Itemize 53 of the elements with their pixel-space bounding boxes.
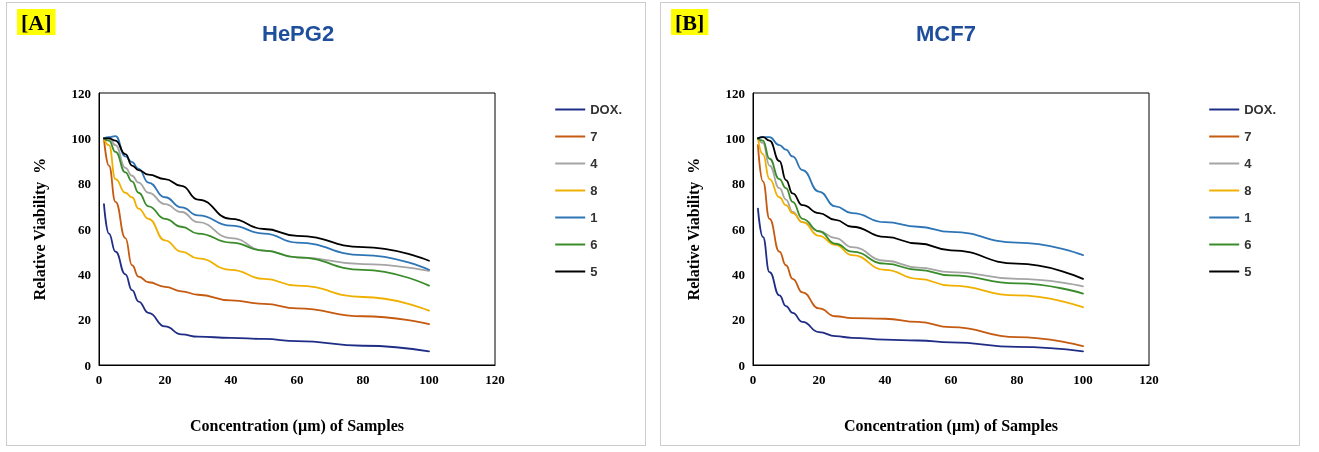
y-axis-title: Relative Viability % <box>30 157 49 301</box>
legend-label: 1 <box>1244 210 1252 225</box>
x-tick-label: 100 <box>419 372 439 387</box>
x-tick-label: 100 <box>1073 372 1093 387</box>
x-tick-label: 40 <box>878 372 892 387</box>
legend-label: 8 <box>590 183 598 198</box>
legend-label: DOX. <box>590 102 623 117</box>
y-tick-label: 0 <box>84 357 91 373</box>
legend-label: 6 <box>590 237 598 252</box>
y-axis-title: Relative Viability % <box>684 157 703 301</box>
y-tick-label: 20 <box>78 312 91 328</box>
legend-label: 4 <box>1244 156 1253 171</box>
x-tick-label: 40 <box>224 372 238 387</box>
line-series <box>757 207 1084 353</box>
y-tick-label: 60 <box>78 221 91 237</box>
line-series <box>103 203 430 353</box>
x-axis-title: Concentration (µm) of Samples <box>189 416 405 435</box>
x-tick-label: 60 <box>944 372 958 387</box>
legend-label: 6 <box>1244 237 1252 252</box>
y-tick-label: 0 <box>738 357 745 373</box>
x-tick-label: 120 <box>1139 372 1159 387</box>
y-tick-label: 20 <box>732 312 745 328</box>
text: [B] <box>675 9 705 35</box>
x-tick-label: 60 <box>290 372 304 387</box>
legend-label: 4 <box>590 156 599 171</box>
legend-label: 5 <box>590 264 598 279</box>
legend-label: 7 <box>1244 129 1252 144</box>
y-tick-label: 100 <box>71 130 91 146</box>
x-tick-label: 20 <box>158 372 172 387</box>
legend-label: 1 <box>590 210 598 225</box>
text: [A] <box>21 9 52 35</box>
x-tick-label: 0 <box>95 372 103 387</box>
x-tick-label: 80 <box>356 372 370 387</box>
y-tick-label: 40 <box>78 266 91 282</box>
x-axis-title: Concentration (µm) of Samples <box>843 416 1059 435</box>
y-tick-label: 60 <box>732 221 745 237</box>
chart-title: HePG2 <box>262 20 335 46</box>
y-tick-label: 80 <box>78 176 91 192</box>
x-tick-label: 20 <box>812 372 826 387</box>
line-series <box>757 144 1084 348</box>
y-tick-label: 80 <box>732 176 745 192</box>
x-tick-label: 120 <box>485 372 505 387</box>
y-tick-label: 40 <box>732 266 745 282</box>
legend-label: 5 <box>1244 264 1252 279</box>
legend-label: DOX. <box>1244 102 1277 117</box>
y-tick-label: 120 <box>71 85 91 101</box>
legend-label: 8 <box>1244 183 1252 198</box>
y-tick-label: 100 <box>725 130 745 146</box>
x-tick-label: 0 <box>749 372 757 387</box>
y-tick-label: 120 <box>725 85 745 101</box>
legend-label: 7 <box>590 129 598 144</box>
x-tick-label: 80 <box>1010 372 1024 387</box>
chart-title: MCF7 <box>916 20 976 46</box>
